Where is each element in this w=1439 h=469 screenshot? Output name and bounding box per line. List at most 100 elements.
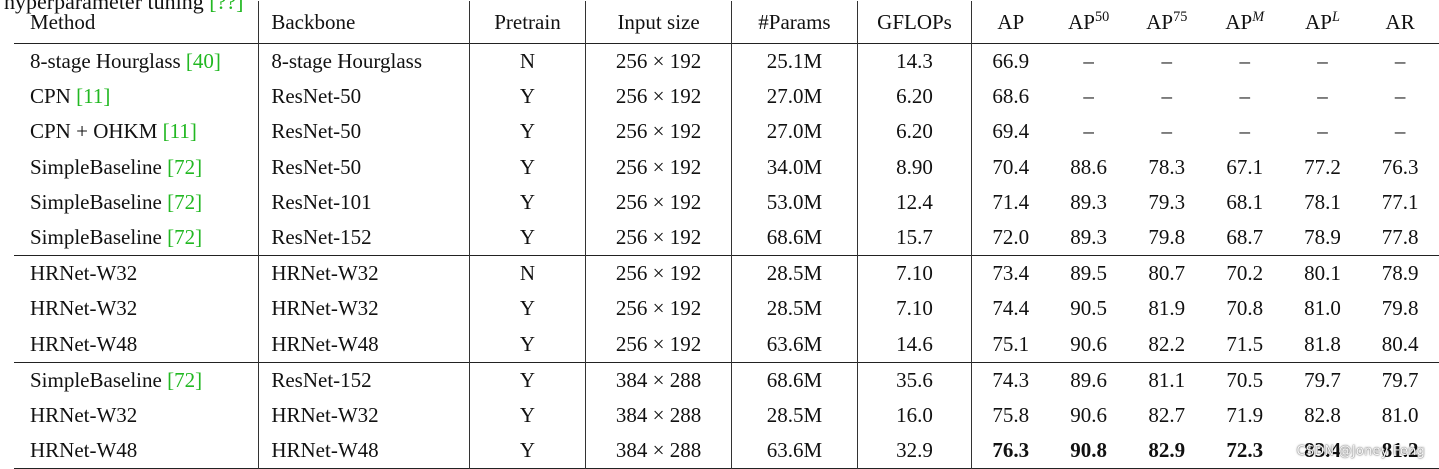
table-row: HRNet-W48 HRNet-W48 Y 256 × 192 63.6M 14.6 75.… [14, 326, 1439, 363]
col-ap75-base: AP [1146, 9, 1174, 34]
group-384: SimpleBaseline [72] ResNet-152 Y 384 × 288 6… [14, 361, 1439, 469]
cell-ar: – [1394, 49, 1406, 74]
method-name: CPN + OHKM [30, 119, 158, 144]
cell-params: 27.0M [730, 79, 858, 115]
cell-ap50: 89.3 [1070, 225, 1108, 250]
cell-apm: 71.9 [1226, 402, 1264, 427]
cell-gflops: 8.90 [857, 149, 972, 185]
cell-input-size: 256 × 192 [585, 326, 732, 363]
cell-gflops: 6.20 [857, 114, 972, 150]
cell-ap: 66.9 [970, 43, 1050, 80]
cell-gflops: 15.7 [857, 219, 972, 256]
cell-method: HRNet-W48 [14, 433, 259, 469]
cell-pretrain: N [468, 255, 586, 292]
cell-apl: – [1317, 49, 1328, 74]
citation-link[interactable]: [11] [162, 119, 197, 144]
cell-ap75: 81.9 [1148, 296, 1186, 321]
cell-apl: 81.8 [1304, 331, 1341, 356]
col-backbone: Backbone [258, 1, 470, 44]
table-row: CPN [11] ResNet-50 Y 256 × 192 27.0M 6.20 68.6… [14, 79, 1439, 115]
method-name: HRNet-W48 [30, 331, 138, 356]
cell-apl: 83.4 [1284, 433, 1362, 469]
cell-gflops: 14.6 [857, 326, 972, 363]
cell-backbone: ResNet-101 [258, 184, 470, 220]
cell-ap75: 81.1 [1127, 361, 1206, 398]
caption-citation: [??] [209, 0, 244, 14]
cell-ap: 70.4 [970, 149, 1050, 185]
cell-backbone: HRNet-W48 [258, 326, 470, 363]
cell-params: 25.1M [730, 43, 858, 80]
method-name: HRNet-W32 [30, 261, 138, 286]
col-ap75-sup: 75 [1173, 8, 1188, 25]
cell-method: CPN [11] [14, 79, 259, 114]
cell-input-size: 256 × 192 [585, 114, 732, 150]
cell-input-size: 384 × 288 [585, 397, 732, 434]
cell-backbone: ResNet-50 [258, 149, 470, 185]
cell-ap75: – [1161, 119, 1173, 144]
table-row: SimpleBaseline [72] ResNet-152 Y 256 × 192 6… [14, 219, 1439, 256]
cell-ar: – [1394, 119, 1406, 144]
method-name: SimpleBaseline [30, 225, 162, 250]
best-value: 90.8 [1070, 438, 1108, 463]
citation-link[interactable]: [72] [167, 225, 203, 250]
cell-ar: – [1394, 84, 1406, 109]
cell-params: 68.6M [730, 361, 858, 398]
watermark: CSDN @Joney Feng [1296, 444, 1425, 459]
cell-params: 28.5M [730, 291, 858, 327]
cell-apm: – [1239, 119, 1250, 144]
cell-ap50: 88.6 [1070, 154, 1108, 179]
cell-input-size: 256 × 192 [585, 291, 732, 327]
table-row: SimpleBaseline [72] ResNet-101 Y 256 × 192 5… [14, 184, 1439, 220]
citation-link[interactable]: [72] [167, 189, 203, 214]
cell-apm: 68.7 [1226, 225, 1264, 250]
cell-ap50: 89.5 [1049, 255, 1128, 292]
col-ap50-sup: 50 [1094, 8, 1110, 25]
cell-pretrain: N [468, 43, 586, 80]
cell-apm: 67.1 [1226, 154, 1264, 179]
col-apm: APM [1206, 1, 1284, 44]
col-gflops: GFLOPs [857, 1, 972, 44]
col-params: #Params [730, 1, 858, 44]
cell-ar: 78.9 [1361, 255, 1439, 292]
cell-pretrain: Y [468, 433, 586, 469]
method-name: HRNet-W32 [30, 402, 138, 427]
citation-link[interactable]: [72] [167, 154, 203, 179]
cell-gflops: 32.9 [857, 433, 972, 469]
col-ap50-base: AP [1068, 9, 1095, 34]
cell-backbone: HRNet-W32 [258, 255, 470, 292]
cell-apm: 70.8 [1226, 296, 1264, 321]
citation-link[interactable]: [11] [76, 84, 111, 109]
results-table: Method Backbone Pretrain Input size #Par… [14, 1, 1439, 469]
col-ap50: AP50 [1050, 1, 1128, 44]
cell-method: CPN + OHKM [11] [14, 114, 259, 149]
caption-prefix: hyperparameter tuning [4, 0, 204, 14]
cell-ap50: – [1083, 84, 1094, 109]
cell-method: SimpleBaseline [72] [14, 361, 259, 398]
group-hrnet-256: HRNet-W32 HRNet-W32 N 256 × 192 28.5M 7.10 73.… [14, 255, 1439, 363]
best-value: 82.9 [1148, 438, 1186, 463]
cell-method: HRNet-W32 [14, 398, 259, 433]
cell-backbone: ResNet-152 [258, 361, 470, 398]
cell-ap50: – [1083, 49, 1094, 74]
cell-input-size: 384 × 288 [585, 433, 732, 469]
cell-ap50: 90.8 [1050, 433, 1128, 469]
cell-ap: 74.3 [970, 361, 1050, 398]
method-name: SimpleBaseline [30, 367, 162, 392]
citation-link[interactable]: [72] [167, 367, 203, 392]
table-row: SimpleBaseline [72] ResNet-50 Y 256 × 192 34… [14, 149, 1439, 185]
cell-apm: – [1239, 84, 1250, 109]
cell-ap: 75.1 [970, 326, 1050, 363]
cell-ap75: 82.7 [1148, 402, 1186, 427]
citation-link[interactable]: [40] [185, 49, 221, 74]
cell-pretrain: Y [468, 326, 586, 363]
cell-ar: 77.1 [1381, 189, 1419, 214]
cell-apm: 70.2 [1205, 255, 1284, 292]
col-ar: AR [1385, 9, 1415, 34]
cell-ap: 76.3 [970, 433, 1050, 469]
cell-ap75: – [1161, 84, 1173, 109]
cell-apm: 70.5 [1205, 361, 1284, 398]
cell-params: 34.0M [730, 149, 858, 185]
cell-ar: 76.3 [1381, 154, 1419, 179]
method-name: HRNet-W48 [30, 438, 138, 463]
cell-ap50: – [1083, 119, 1094, 144]
